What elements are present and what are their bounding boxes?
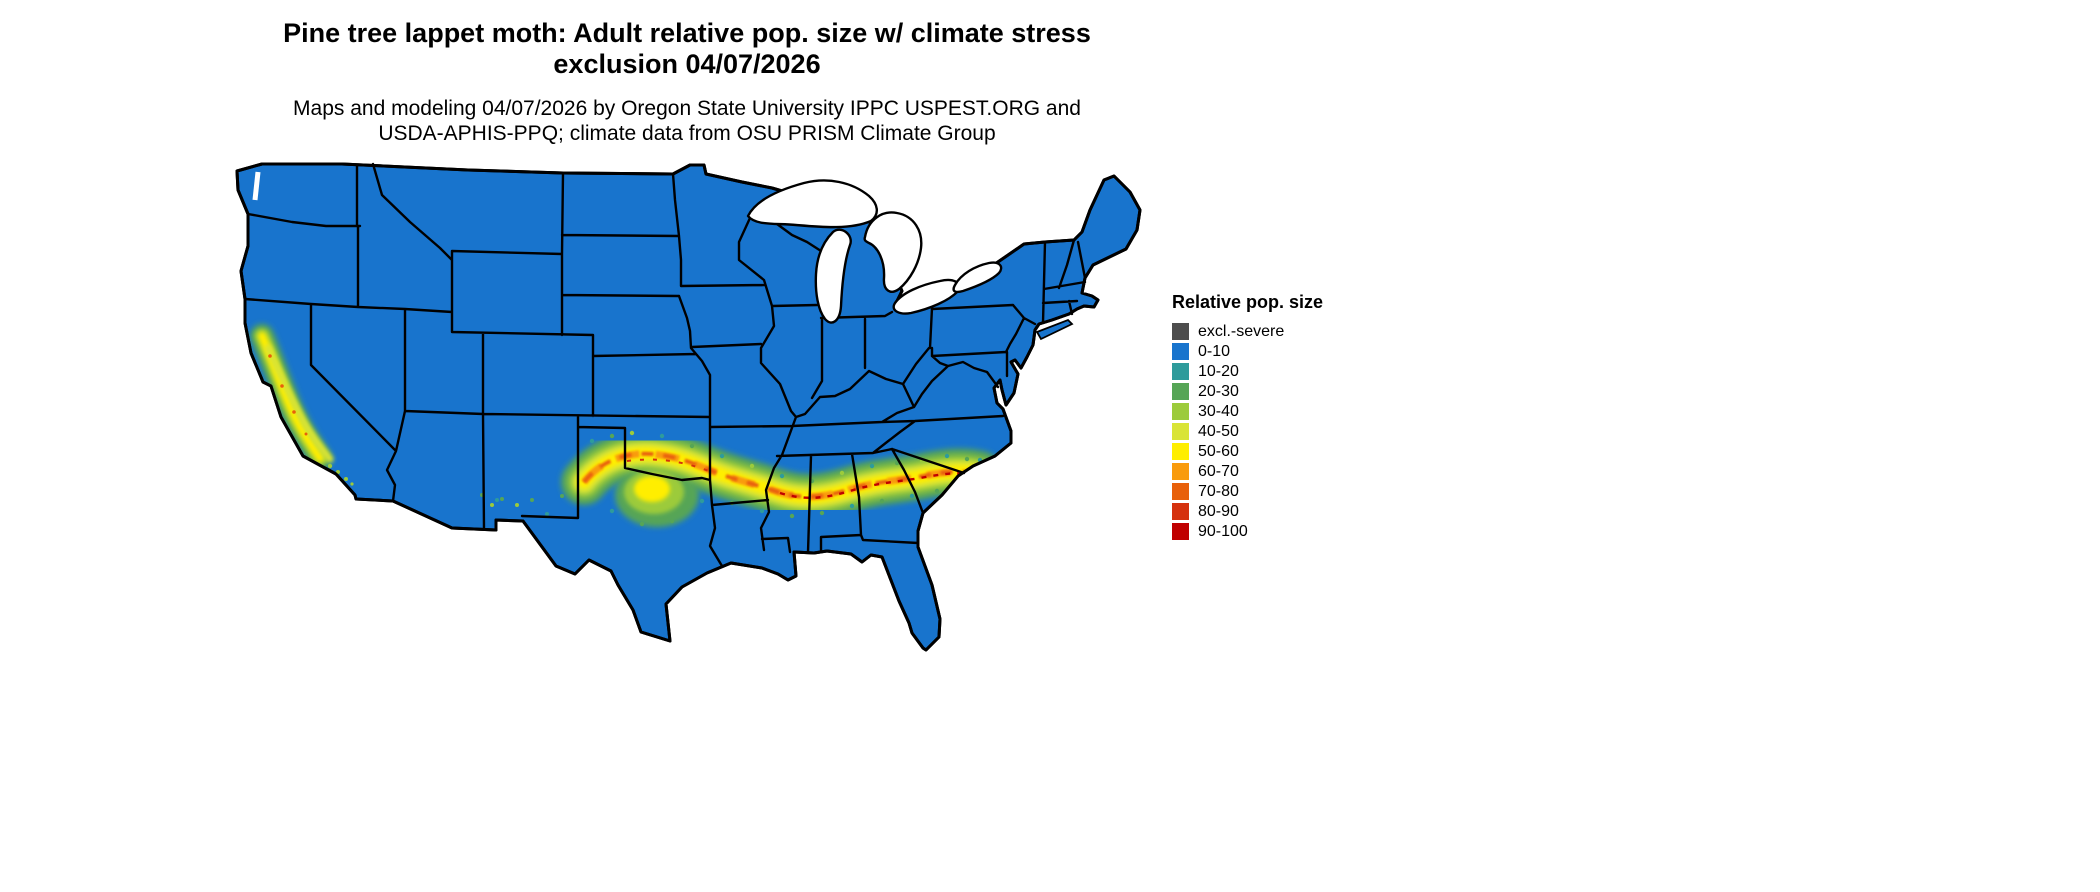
south-band-redorange [626,458,715,474]
legend-swatch-icon [1172,483,1189,500]
puget-sound [252,171,261,201]
legend-entry: 50-60 [1172,443,1323,460]
legend-swatch-icon [1172,323,1189,340]
legend-entry-label: 30-40 [1198,403,1239,420]
legend-swatch-icon [1172,523,1189,540]
california-orange-specks [268,354,308,436]
teal-specks [495,433,983,516]
us-landmass [235,162,1142,652]
legend-entry-label: 50-60 [1198,443,1239,460]
us-map [235,162,1142,652]
legend-entry: 10-20 [1172,363,1323,380]
legend-entry: 0-10 [1172,343,1323,360]
legend-entry-label: 60-70 [1198,463,1239,480]
title-block: Pine tree lappet moth: Adult relative po… [0,18,1374,146]
legend-entry-label: 80-90 [1198,503,1239,520]
lake-ontario [952,261,1003,294]
legend-entry: 30-40 [1172,403,1323,420]
legend-entry: 60-70 [1172,463,1323,480]
lake-michigan [814,228,852,324]
legend-entry-label: 10-20 [1198,363,1239,380]
legend-entry: 40-50 [1172,423,1323,440]
legend-swatch-icon [1172,403,1189,420]
california-coastrange-band [264,344,334,463]
legend-entries: excl.-severe 0-10 10-20 20-30 30-40 40-50 50-6… [1172,323,1323,540]
legend-title: Relative pop. size [1172,292,1324,312]
map-title: Pine tree lappet moth: Adult relative po… [0,18,1374,80]
legend-entry: 70-80 [1172,483,1323,500]
legend-entry-label: 0-10 [1198,343,1231,360]
great-lakes [746,179,1003,324]
legend-entry-label: 70-80 [1198,483,1239,500]
map-title-line2: exclusion 04/07/2026 [553,49,821,80]
legend-entry-label: 40-50 [1198,423,1239,440]
map-area [232,150,1145,675]
long-island [1035,318,1074,341]
map-title-line1: Pine tree lappet moth: Adult relative po… [283,18,1091,48]
map-subtitle-line1: Maps and modeling 04/07/2026 by Oregon S… [293,97,1081,121]
legend-swatch-icon [1172,443,1189,460]
legend-entry-label: 90-100 [1198,523,1248,540]
map-subtitle: Maps and modeling 04/07/2026 by Oregon S… [0,96,1374,146]
legend-swatch-icon [1172,423,1189,440]
lake-superior [746,179,878,229]
lake-huron [863,211,923,293]
legend-entry: excl.-severe [1172,323,1323,340]
legend-swatch-icon [1172,383,1189,400]
legend-entry-label: 20-30 [1198,383,1239,400]
legend-entry: 80-90 [1172,503,1323,520]
legend-swatch-icon [1172,363,1189,380]
legend: Relative pop. size excl.-severe 0-10 10-20… [1172,292,1323,543]
legend-entry: 90-100 [1172,523,1323,540]
yellowgreen-specks [327,430,989,507]
legend-swatch-icon [1172,503,1189,520]
map-subtitle-line2: USDA-APHIS-PPQ; climate data from OSU PR… [378,122,996,146]
state-borders [243,162,1087,568]
legend-swatch-icon [1172,343,1189,360]
texas-blob-yellow [634,476,670,502]
legend-swatch-icon [1172,463,1189,480]
legend-entry: 20-30 [1172,383,1323,400]
legend-entry-label: excl.-severe [1198,323,1285,340]
